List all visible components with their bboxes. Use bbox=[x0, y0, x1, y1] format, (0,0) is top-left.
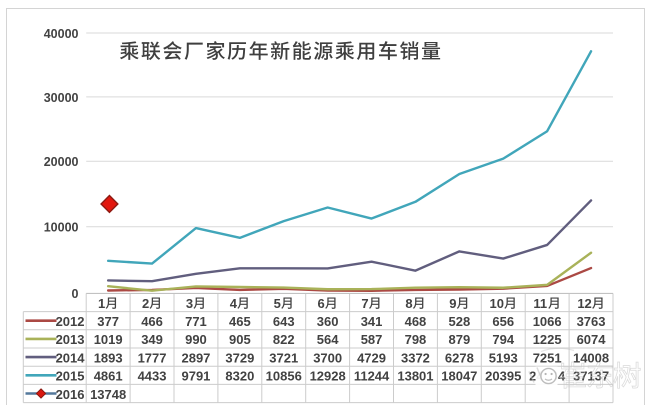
svg-text:2: 2 bbox=[142, 296, 149, 311]
svg-text:10000: 10000 bbox=[44, 221, 79, 235]
svg-text:20395: 20395 bbox=[485, 369, 521, 384]
svg-text:3729: 3729 bbox=[225, 350, 254, 365]
svg-text:7: 7 bbox=[361, 296, 368, 311]
svg-text:905: 905 bbox=[229, 332, 251, 347]
svg-text:2015: 2015 bbox=[56, 369, 85, 384]
svg-text:1: 1 bbox=[98, 296, 105, 311]
svg-text:587: 587 bbox=[361, 332, 383, 347]
svg-text:349: 349 bbox=[141, 332, 163, 347]
svg-text:3700: 3700 bbox=[313, 350, 342, 365]
svg-text:13748: 13748 bbox=[90, 387, 126, 402]
svg-text:3721: 3721 bbox=[269, 350, 298, 365]
svg-text:8: 8 bbox=[405, 296, 412, 311]
svg-text:9: 9 bbox=[449, 296, 456, 311]
svg-text:656: 656 bbox=[492, 314, 514, 329]
svg-text:1777: 1777 bbox=[138, 350, 167, 365]
svg-text:18047: 18047 bbox=[441, 369, 477, 384]
svg-text:3372: 3372 bbox=[401, 350, 430, 365]
svg-text:12: 12 bbox=[577, 296, 591, 311]
svg-text:1019: 1019 bbox=[94, 332, 123, 347]
svg-text:12928: 12928 bbox=[310, 369, 346, 384]
svg-text:10856: 10856 bbox=[266, 369, 302, 384]
svg-text:798: 798 bbox=[405, 332, 427, 347]
svg-text:5193: 5193 bbox=[489, 350, 518, 365]
svg-text:2897: 2897 bbox=[181, 350, 210, 365]
svg-text:14008: 14008 bbox=[573, 350, 609, 365]
svg-text:9791: 9791 bbox=[181, 369, 210, 384]
svg-text:468: 468 bbox=[405, 314, 427, 329]
svg-text:20000: 20000 bbox=[44, 155, 79, 169]
svg-text:564: 564 bbox=[317, 332, 339, 347]
svg-text:794: 794 bbox=[492, 332, 514, 347]
svg-text:3763: 3763 bbox=[577, 314, 606, 329]
svg-text:4729: 4729 bbox=[357, 350, 386, 365]
svg-text:360: 360 bbox=[317, 314, 339, 329]
svg-text:2012: 2012 bbox=[56, 314, 85, 329]
svg-text:1066: 1066 bbox=[533, 314, 562, 329]
svg-text:7251: 7251 bbox=[533, 350, 562, 365]
svg-text:6278: 6278 bbox=[445, 350, 474, 365]
svg-text:5: 5 bbox=[274, 296, 281, 311]
svg-text:990: 990 bbox=[185, 332, 207, 347]
svg-text:1893: 1893 bbox=[94, 350, 123, 365]
svg-text:466: 466 bbox=[141, 314, 163, 329]
svg-text:30000: 30000 bbox=[44, 91, 79, 105]
svg-text:4: 4 bbox=[230, 296, 238, 311]
svg-text:643: 643 bbox=[273, 314, 295, 329]
svg-text:8320: 8320 bbox=[225, 369, 254, 384]
svg-text:3: 3 bbox=[186, 296, 193, 311]
svg-text:1225: 1225 bbox=[533, 332, 562, 347]
svg-text:2014: 2014 bbox=[56, 350, 86, 365]
svg-text:11: 11 bbox=[533, 296, 547, 311]
svg-text:11244: 11244 bbox=[354, 369, 390, 384]
svg-text:2016: 2016 bbox=[56, 387, 85, 402]
svg-text:4433: 4433 bbox=[138, 369, 167, 384]
svg-text:465: 465 bbox=[229, 314, 251, 329]
svg-text:822: 822 bbox=[273, 332, 295, 347]
svg-text:2013: 2013 bbox=[56, 332, 85, 347]
svg-text:6: 6 bbox=[318, 296, 325, 311]
svg-text:4861: 4861 bbox=[94, 369, 123, 384]
svg-text:879: 879 bbox=[448, 332, 470, 347]
svg-text:40000: 40000 bbox=[44, 27, 79, 41]
svg-text:528: 528 bbox=[448, 314, 470, 329]
svg-text:341: 341 bbox=[361, 314, 383, 329]
svg-text:771: 771 bbox=[185, 314, 207, 329]
svg-text:6074: 6074 bbox=[577, 332, 607, 347]
svg-text:10: 10 bbox=[490, 296, 504, 311]
svg-text:0: 0 bbox=[72, 287, 79, 301]
svg-text:13801: 13801 bbox=[397, 369, 433, 384]
svg-text:377: 377 bbox=[97, 314, 119, 329]
